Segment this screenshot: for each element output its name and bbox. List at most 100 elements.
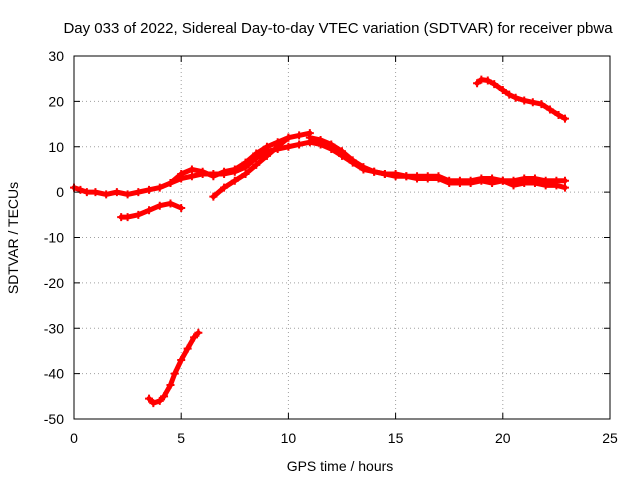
y-tick-label: -30 [44,320,64,336]
data-point [498,86,507,95]
y-axis-label: SDTVAR / TECUs [5,182,21,294]
data-point [445,179,454,188]
series-line [146,330,201,406]
y-tick-label: 0 [56,184,64,200]
data-point [295,140,304,149]
y-tick-label: -50 [44,411,64,427]
data-point [483,76,492,85]
data-series [70,75,569,408]
x-tick-label: 10 [281,430,297,446]
data-point [209,192,218,201]
data-point [520,96,529,105]
data-point [511,93,520,102]
data-point [305,133,314,142]
data-point [123,190,132,199]
data-point [498,176,507,185]
data-point [466,179,475,188]
data-point [545,105,554,114]
series-arc-7 [473,75,569,123]
data-point [155,201,164,210]
data-point [413,174,422,183]
data-point [477,176,486,185]
data-point [187,172,196,181]
x-tick-label: 15 [388,430,404,446]
data-point [537,100,546,109]
data-point [170,369,179,378]
data-point [530,179,539,188]
data-point [434,174,443,183]
y-tick-label: -20 [44,275,64,291]
data-point [155,396,164,405]
data-point [145,206,154,215]
data-point [552,181,561,190]
data-point [102,190,111,199]
grid [74,56,610,419]
data-point [488,179,497,188]
data-point [423,174,432,183]
data-point [359,163,368,172]
series-arc-4 [305,133,569,192]
data-point [230,176,239,185]
data-point [76,185,85,194]
data-point [252,149,261,158]
data-point [252,160,261,169]
data-point [541,181,550,190]
x-tick-label: 0 [70,430,78,446]
data-point [166,199,175,208]
data-point [380,169,389,178]
data-point [528,98,537,107]
data-point [455,179,464,188]
data-point [473,79,482,88]
y-tick-label: -40 [44,366,64,382]
data-point [198,167,207,176]
series-arc-6 [145,328,203,408]
data-point [273,142,282,151]
data-point [134,210,143,219]
data-point [145,185,154,194]
x-tick-label: 20 [495,430,511,446]
data-point [194,328,203,337]
y-tick-label: 10 [48,139,64,155]
x-axis-label: GPS time / hours [287,458,394,474]
data-point [520,179,529,188]
data-point [145,394,154,403]
data-point [220,183,229,192]
data-point [155,183,164,192]
data-point [149,399,158,408]
data-point [241,169,250,178]
data-point [370,167,379,176]
data-point [209,172,218,181]
x-tick-label: 25 [602,430,618,446]
series-line [474,77,568,122]
data-point [91,188,100,197]
y-tick-label: 30 [48,48,64,64]
data-point [177,356,186,365]
data-point [220,167,229,176]
data-point [509,181,518,190]
series-arc-3 [209,133,293,201]
data-point [166,179,175,188]
data-point [123,213,132,222]
data-point [183,344,192,353]
data-point [262,142,271,151]
data-point [316,135,325,144]
data-point [284,133,293,142]
data-point [338,147,346,156]
data-point [402,172,411,181]
y-tick-label: -10 [44,230,64,246]
data-point [560,176,569,185]
data-point [190,333,199,342]
data-point [177,204,186,213]
data-point [348,156,357,165]
data-point [160,392,169,401]
data-point [187,165,196,174]
data-point [166,380,175,389]
series-line [210,135,291,200]
data-point [391,172,400,181]
data-point [490,80,499,89]
data-point [230,165,239,174]
data-point [295,131,304,140]
data-point [327,140,336,149]
data-point [112,188,121,197]
